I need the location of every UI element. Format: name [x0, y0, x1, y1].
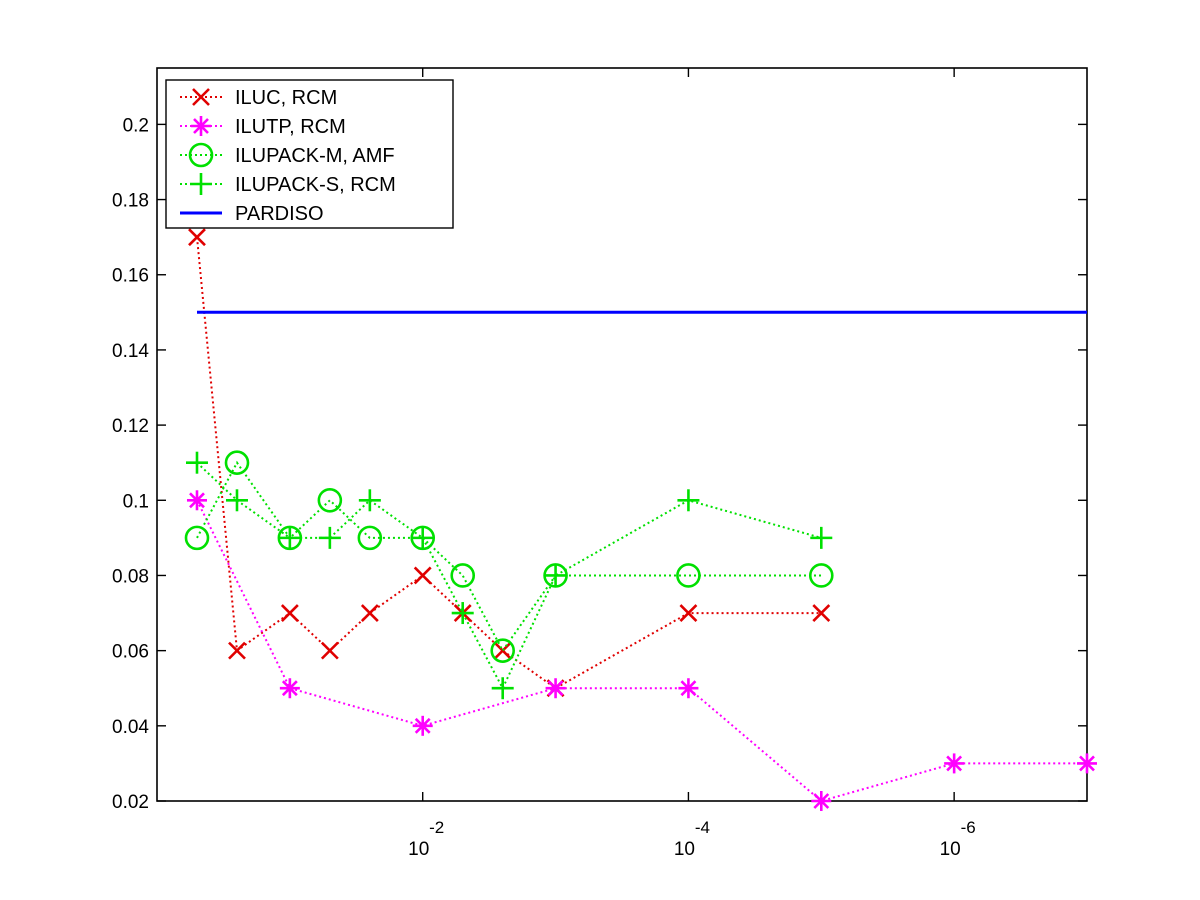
data-point [493, 641, 512, 660]
data-point [678, 678, 699, 699]
y-tick-label: 0.04 [112, 717, 149, 738]
series-line [196, 460, 822, 653]
series-ilutp-rcm [186, 490, 1097, 811]
x-tick-label-base: 10 [408, 839, 429, 860]
legend-label: PARDISO [235, 203, 324, 225]
y-tick-label: 0.02 [112, 792, 149, 813]
data-point [491, 677, 514, 700]
legend-item: ILUPACK-S, RCM [180, 173, 396, 196]
legend-label: ILUC, RCM [235, 87, 337, 109]
data-point [677, 489, 700, 512]
data-point [944, 753, 965, 774]
data-point [317, 487, 343, 513]
legend-item: ILUC, RCM [180, 87, 337, 109]
data-point [451, 602, 474, 625]
data-point [679, 604, 698, 622]
series-line [196, 461, 822, 691]
data-point [225, 489, 248, 512]
axis-ticks: 0.02 0.04 0.06 0.08 0.1 0.12 0.14 0.16 0.18 0.2 10… [112, 68, 1087, 860]
data-point [357, 525, 383, 551]
data-point [224, 450, 250, 475]
data-point [412, 715, 433, 736]
data-point [450, 563, 476, 588]
y-tick-label: 0.1 [123, 491, 149, 512]
legend-box [165, 79, 454, 229]
legend-marker [190, 173, 212, 195]
y-tick-label: 0.08 [112, 566, 149, 587]
legend: ILUC, RCM ILUTP, RCM ILUPACK-M, AMF ILUPACK… [165, 79, 454, 229]
data-point [184, 525, 210, 551]
y-tick-label: 0.06 [112, 642, 149, 663]
data-point [808, 563, 834, 588]
data-point [811, 791, 832, 811]
series-ilupack-s-rcm [185, 451, 833, 700]
data-point [228, 641, 246, 660]
series-layer [184, 228, 1097, 811]
legend-label: ILUPACK-S, RCM [235, 174, 396, 196]
data-point [280, 604, 299, 622]
y-tick-label: 0.12 [112, 416, 149, 437]
x-tick-label-exponent: -4 [695, 818, 710, 837]
data-point [545, 678, 566, 699]
data-point [279, 678, 300, 699]
y-tick-label: 0.16 [112, 266, 149, 287]
y-tick-label: 0.18 [112, 191, 149, 212]
data-point [810, 526, 833, 549]
data-point [411, 526, 434, 549]
legend-marker [192, 88, 210, 106]
y-tick-label: 0.2 [123, 115, 149, 136]
x-tick-label-exponent: -6 [961, 818, 976, 837]
data-point [320, 641, 339, 660]
data-point [413, 566, 432, 585]
data-point [360, 604, 379, 622]
x-tick-label-base: 10 [940, 839, 961, 860]
legend-item: ILUPACK-M, AMF [180, 142, 395, 168]
legend-marker [188, 142, 214, 168]
data-point [490, 638, 516, 663]
data-point [278, 526, 301, 549]
y-tick-label: 0.14 [112, 341, 149, 362]
data-point [186, 490, 207, 511]
legend-marker [191, 116, 211, 136]
data-point [318, 526, 341, 549]
data-point [1077, 753, 1097, 774]
series-line [196, 237, 822, 690]
data-point [358, 489, 381, 512]
data-point [676, 563, 701, 588]
data-point [185, 451, 208, 474]
x-tick-label-base: 10 [674, 839, 695, 860]
legend-item: ILUTP, RCM [180, 116, 346, 138]
legend-item: PARDISO [180, 203, 324, 225]
legend-label: ILUTP, RCM [235, 116, 346, 138]
data-point [812, 604, 831, 622]
legend-label: ILUPACK-M, AMF [235, 145, 395, 167]
data-point [544, 564, 567, 587]
data-point [188, 228, 206, 247]
x-tick-label-exponent: -2 [429, 818, 444, 837]
